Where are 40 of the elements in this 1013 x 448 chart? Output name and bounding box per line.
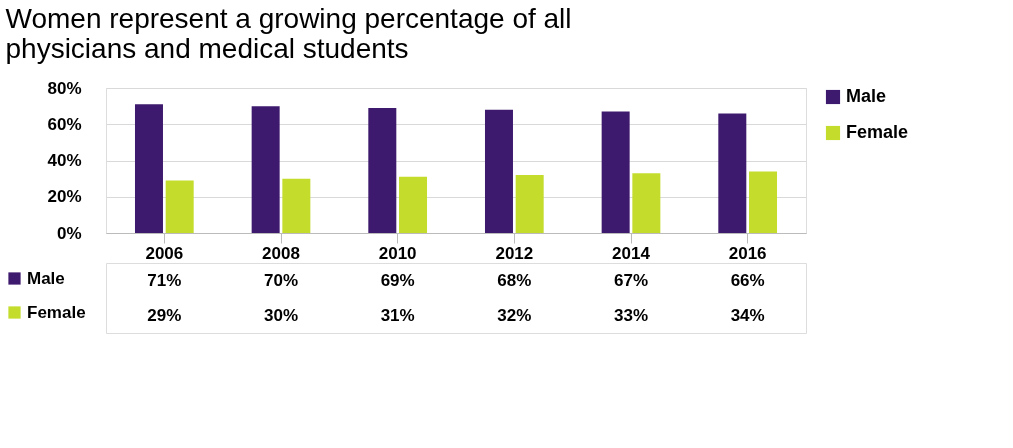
data-label: 32% bbox=[497, 305, 532, 325]
y-tick-label: 40% bbox=[47, 151, 82, 170]
legend-label: Female bbox=[846, 122, 909, 142]
data-label: 69% bbox=[380, 270, 415, 290]
bar bbox=[134, 104, 163, 233]
data-label: 70% bbox=[263, 270, 299, 290]
bar bbox=[515, 175, 544, 233]
y-tick-label: 20% bbox=[47, 187, 82, 207]
bar bbox=[165, 180, 194, 233]
bar bbox=[749, 171, 778, 233]
x-tick-label: 2016 bbox=[728, 243, 767, 263]
bar bbox=[632, 173, 661, 233]
bar bbox=[718, 113, 747, 233]
x-tick-label: 2008 bbox=[262, 243, 300, 263]
bar bbox=[282, 178, 311, 233]
data-label: 30% bbox=[263, 305, 299, 325]
y-tick-label: 80% bbox=[47, 78, 82, 98]
data-label: 31% bbox=[380, 305, 415, 325]
data-label: 71% bbox=[147, 270, 182, 290]
bar bbox=[601, 111, 630, 233]
legend-label: Male bbox=[27, 268, 65, 288]
text: Female bbox=[27, 302, 86, 322]
data-label: 67% bbox=[613, 270, 649, 290]
bar bbox=[251, 106, 280, 233]
data-label: 66% bbox=[730, 270, 765, 290]
y-tick-label: 60% bbox=[47, 114, 82, 134]
chart-title: Women represent a growing percentage of all physicians and medical students bbox=[5, 2, 572, 64]
data-label: 33% bbox=[613, 305, 649, 325]
data-label: 68% bbox=[497, 270, 532, 290]
data-label: 29% bbox=[147, 305, 182, 325]
x-tick-label: 2010 bbox=[378, 243, 417, 263]
x-tick-label: 2006 bbox=[145, 243, 184, 263]
y-tick-label: 0% bbox=[56, 223, 82, 243]
bar bbox=[399, 176, 428, 233]
bar bbox=[484, 109, 513, 233]
text: Male bbox=[846, 86, 887, 106]
x-tick-label: 2014 bbox=[612, 243, 651, 263]
data-label: 34% bbox=[730, 305, 765, 325]
x-tick-label: 2012 bbox=[495, 243, 534, 263]
bar bbox=[368, 107, 397, 233]
